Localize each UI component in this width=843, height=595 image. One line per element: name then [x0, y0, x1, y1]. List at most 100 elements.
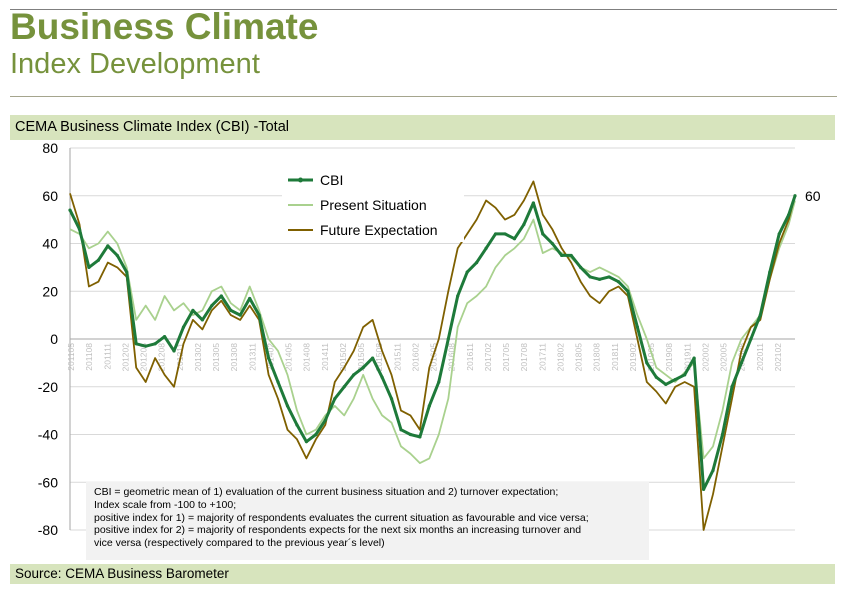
data-point: [68, 208, 72, 212]
data-point: [730, 385, 734, 389]
x-tick-label: 202002: [700, 343, 710, 372]
data-point: [512, 237, 517, 241]
page-title: Business Climate: [10, 6, 319, 47]
x-tick-label: 201505: [356, 343, 366, 372]
data-point: [276, 380, 280, 384]
x-tick-label: 201105: [66, 343, 76, 371]
data-point: [793, 194, 797, 198]
x-tick-label: 201508: [374, 343, 384, 372]
x-tick-label: 202008: [737, 343, 747, 372]
x-tick-label: 201502: [338, 343, 348, 372]
data-point: [418, 435, 422, 439]
data-point: [541, 232, 545, 236]
data-point: [588, 275, 592, 279]
legend-marker: [298, 177, 303, 183]
data-point: [371, 356, 375, 360]
data-point: [361, 366, 365, 370]
data-point: [77, 227, 82, 231]
x-tick-label: 201702: [483, 343, 493, 372]
data-point: [285, 404, 290, 408]
data-point: [531, 201, 535, 205]
note-line: CBI = geometric mean of 1) evaluation of…: [94, 486, 559, 498]
header-divider: [10, 96, 837, 97]
legend-label: CBI: [320, 172, 343, 188]
x-tick-label: 201808: [592, 343, 602, 372]
data-point: [701, 487, 706, 492]
data-point: [654, 375, 658, 379]
data-point: [465, 270, 469, 274]
data-point: [115, 253, 119, 258]
x-tick-label: 201205: [139, 343, 149, 372]
data-point: [645, 361, 649, 365]
data-point: [579, 265, 583, 269]
methodology-note: CBI = geometric mean of 1) evaluation of…: [86, 482, 649, 560]
data-point: [437, 380, 441, 384]
data-point: [597, 277, 602, 281]
x-tick-label: 201711: [537, 343, 547, 371]
y-tick-label: 40: [42, 236, 58, 252]
x-tick-label: 201202: [120, 343, 130, 372]
data-point: [323, 418, 327, 422]
data-point: [342, 385, 346, 389]
x-tick-label: 202102: [773, 343, 783, 372]
data-point: [768, 270, 772, 274]
data-point: [191, 308, 195, 312]
y-tick-label: 60: [42, 188, 58, 204]
data-point: [304, 440, 309, 444]
note-line: positive index for 2) = majority of resp…: [94, 524, 582, 537]
data-point: [503, 232, 507, 236]
data-point: [550, 241, 554, 246]
series-line: [68, 195, 797, 491]
data-point: [635, 325, 639, 329]
top-rule: [10, 9, 837, 10]
x-tick-label: 201902: [628, 343, 638, 372]
data-point: [692, 356, 696, 360]
data-point: [711, 468, 715, 472]
data-point: [408, 432, 413, 437]
data-point: [144, 344, 148, 348]
data-point: [749, 337, 753, 341]
x-tick-label: 201402: [265, 343, 275, 372]
x-tick-label: 201602: [410, 343, 420, 372]
x-tick-label: 201805: [574, 343, 584, 372]
note-line: positive index for 1) = majority of resp…: [94, 511, 589, 524]
x-tick-label: 201708: [519, 343, 529, 372]
data-point: [626, 289, 630, 293]
data-point: [172, 349, 176, 353]
x-tick-label: 201611: [465, 343, 475, 371]
end-value-label: 60: [805, 188, 821, 204]
data-point: [673, 377, 677, 382]
data-point: [134, 342, 138, 346]
x-tick-label: 201405: [284, 343, 294, 372]
data-point: [125, 270, 129, 274]
data-point: [229, 308, 233, 312]
y-tick-label: 0: [50, 331, 58, 347]
data-point: [664, 382, 668, 386]
y-tick-label: 20: [42, 283, 58, 299]
chart-title-band: CEMA Business Climate Index (CBI) -Total: [10, 115, 835, 140]
x-tick-label: 201305: [211, 343, 221, 372]
data-point: [777, 232, 781, 236]
data-point: [153, 342, 157, 346]
data-point: [720, 432, 725, 437]
data-point: [427, 404, 431, 408]
y-tick-label: -20: [38, 379, 58, 395]
data-point: [352, 373, 356, 377]
data-point: [87, 265, 91, 269]
data-point: [162, 335, 167, 339]
series-line: [69, 180, 796, 531]
data-point: [219, 294, 223, 298]
data-point: [493, 232, 498, 236]
x-tick-label: 201208: [157, 343, 167, 372]
data-point: [787, 213, 791, 217]
data-point: [106, 244, 110, 248]
x-tick-label: 201905: [646, 343, 656, 372]
x-tick-label: 201911: [682, 343, 692, 371]
data-point: [456, 294, 460, 298]
data-point: [683, 373, 687, 377]
data-point: [333, 397, 337, 401]
x-tick-label: 201411: [320, 343, 330, 371]
y-tick-label: 80: [42, 140, 58, 156]
data-point: [96, 258, 100, 262]
note-line: vice versa (respectively compared to the…: [94, 537, 385, 550]
